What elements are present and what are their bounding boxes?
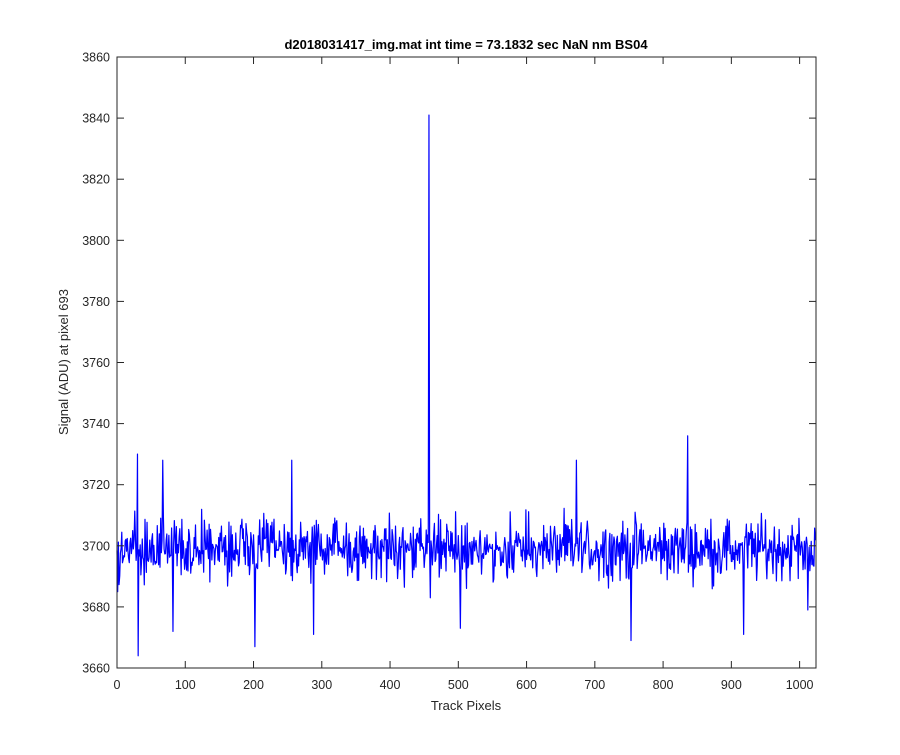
y-tick-label: 3860 <box>82 51 110 65</box>
y-tick-label: 3800 <box>82 234 110 248</box>
y-tick-label: 3660 <box>82 662 110 676</box>
x-tick-label: 1000 <box>786 678 814 692</box>
x-tick-label: 300 <box>311 678 332 692</box>
x-tick-label: 400 <box>380 678 401 692</box>
x-tick-label: 800 <box>653 678 674 692</box>
y-tick-label: 3700 <box>82 539 110 553</box>
chart-title: d2018031417_img.mat int time = 73.1832 s… <box>284 37 648 52</box>
signal-series-line <box>116 114 816 657</box>
y-tick-label: 3780 <box>82 295 110 309</box>
x-tick-label: 500 <box>448 678 469 692</box>
y-axis-label: Signal (ADU) at pixel 693 <box>56 289 71 435</box>
y-tick-label: 3720 <box>82 478 110 492</box>
x-tick-label: 600 <box>516 678 537 692</box>
y-tick-label: 3840 <box>82 112 110 126</box>
x-tick-label: 900 <box>721 678 742 692</box>
y-tick-label: 3680 <box>82 600 110 614</box>
y-tick-label: 3740 <box>82 417 110 431</box>
y-tick-label: 3820 <box>82 173 110 187</box>
x-tick-label: 0 <box>114 678 121 692</box>
x-tick-label: 700 <box>584 678 605 692</box>
y-tick-label: 3760 <box>82 356 110 370</box>
x-axis-label: Track Pixels <box>431 698 502 713</box>
x-tick-label: 200 <box>243 678 264 692</box>
x-tick-label: 100 <box>175 678 196 692</box>
